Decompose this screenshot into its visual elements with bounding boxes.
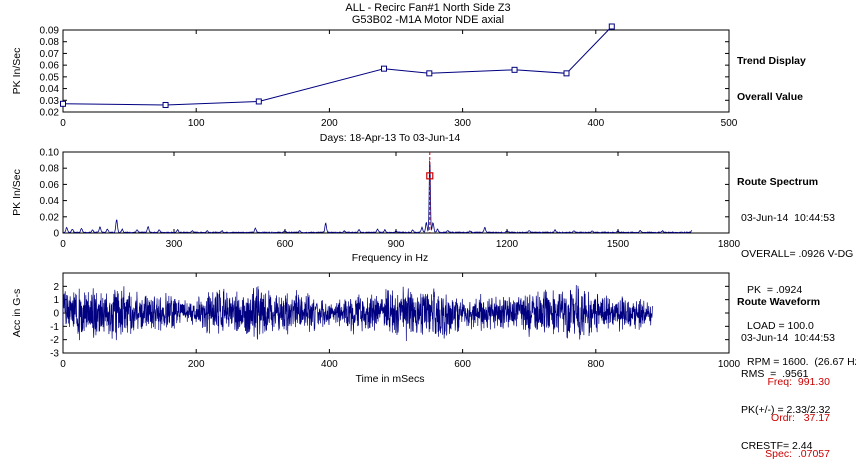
trend-xtick-label: 200	[321, 118, 338, 129]
spectrum-ytick-label: 0.08	[40, 164, 60, 175]
trend-ytick-label: 0.04	[40, 84, 60, 95]
cursor-ordr-value: 37.17	[803, 412, 830, 424]
trend-ytick-label: 0.05	[40, 72, 60, 83]
trend-point-marker	[608, 23, 615, 30]
waveform-ytick-label: 1	[53, 295, 59, 306]
spectrum-xtick-label: 1200	[496, 239, 519, 250]
cursor-spec-value: .07057	[797, 448, 830, 460]
trend-point-marker	[60, 100, 66, 107]
cursor-ordr: Ordr: 37.17	[765, 412, 830, 424]
trend-ytick-label: 0.09	[40, 26, 60, 37]
cursor-spec: Spec: .07057	[765, 448, 830, 460]
cursor-ordr-label: Ordr:	[771, 412, 795, 424]
trend-ytick-label: 0.06	[40, 61, 60, 72]
waveform-ylabel: Acc in G-s	[11, 289, 23, 337]
spectrum-plot	[62, 151, 730, 234]
trend-xtick-label: 0	[60, 118, 66, 129]
trend-point-marker	[511, 66, 518, 73]
trend-point-marker	[426, 70, 433, 77]
waveform-info-date: 03-Jun-14 10:44:53	[741, 332, 835, 344]
spectrum-xlabel: Frequency in Hz	[352, 252, 428, 264]
trend-frame	[62, 29, 730, 113]
waveform-info-title: Route Waveform	[737, 296, 821, 308]
trend-ytick-label: 0.07	[40, 49, 60, 60]
waveform-ytick-label: -3	[50, 349, 59, 360]
waveform-xtick-label: 800	[587, 359, 604, 370]
waveform-ytick-label: 2	[53, 282, 59, 293]
cursor-freq-value: 991.30	[797, 376, 830, 388]
waveform-ytick-label: -2	[50, 335, 59, 346]
cursor-readout: Freq: 991.30 Ordr: 37.17 Spec: .07057	[765, 352, 830, 472]
waveform-xlabel: Time in mSecs	[355, 373, 424, 385]
spectrum-xtick-label: 1800	[718, 239, 741, 250]
spectrum-xtick-label: 900	[388, 239, 405, 250]
chart-title-line-1: ALL - Recirc Fan#1 North Side Z3	[345, 2, 511, 14]
trend-point-marker	[381, 65, 388, 72]
trend-ylabel: PK In/Sec	[11, 48, 23, 95]
spectrum-ytick-label: 0.10	[40, 148, 60, 159]
spectrum-info-overall: OVERALL= .0926 V-DG	[741, 248, 854, 260]
trend-point-marker	[255, 98, 262, 105]
waveform-plot	[62, 272, 730, 354]
waveform-info-rms: RMS = .9561	[741, 368, 809, 380]
trend-xtick-label: 300	[454, 118, 471, 129]
spectrum-info-title: Route Spectrum	[737, 176, 819, 188]
trend-xtick-label: 100	[188, 118, 205, 129]
spectrum-ytick-label: 0.06	[40, 180, 60, 191]
spectrum-series-line	[62, 160, 693, 234]
trend-xtick-label: 500	[721, 118, 738, 129]
waveform-xtick-label: 400	[321, 359, 338, 370]
spectrum-info-date: 03-Jun-14 10:44:53	[741, 212, 835, 224]
trend-series-line	[62, 26, 613, 106]
spectrum-info-rpm: RPM = 1600. (26.67 Hz)	[747, 356, 856, 368]
spectrum-ytick-label: 0	[53, 229, 59, 240]
trend-xlabel: Days: 18-Apr-13 To 03-Jun-14	[320, 132, 461, 144]
spectrum-xtick-label: 0	[60, 239, 66, 250]
plots-canvas: 0 100 200 300 400 5000.020.030.040.050.060.07…	[11, 23, 741, 385]
trend-info: Trend Display Overall Value	[737, 31, 806, 115]
spectrum-info: Route Spectrum 03-Jun-14 10:44:53 OVERAL…	[737, 152, 856, 380]
trend-xtick-label: 400	[587, 118, 604, 129]
waveform-xtick-label: 0	[60, 359, 66, 370]
cursor-spec-label: Spec:	[765, 448, 793, 460]
spectrum-xtick-label: 1500	[607, 239, 630, 250]
waveform-series-line	[62, 284, 653, 341]
trend-point-marker	[162, 101, 169, 108]
spectrum-ylabel: PK In/Sec	[11, 169, 23, 216]
waveform-ytick-label: 0	[53, 309, 59, 320]
chart-title-line-2: G53B02 -M1A Motor NDE axial	[351, 14, 505, 26]
waveform-xtick-label: 600	[454, 359, 471, 370]
cursor-freq-label: Freq:	[767, 376, 793, 388]
spectrum-cursor-marker	[426, 172, 434, 180]
trend-plot	[60, 23, 730, 113]
spectrum-info-pk: PK = .0924	[747, 284, 803, 296]
spectrum-info-load: LOAD = 100.0	[747, 320, 814, 332]
spectrum-frame	[62, 151, 730, 234]
waveform-xtick-label: 1000	[718, 359, 741, 370]
trend-point-marker	[563, 70, 570, 77]
waveform-ytick-label: -1	[50, 322, 59, 333]
cursor-freq: Freq: 991.30	[765, 376, 830, 388]
spectrum-xtick-label: 600	[277, 239, 294, 250]
trend-ytick-label: 0.02	[40, 108, 60, 119]
spectrum-xtick-label: 300	[166, 239, 183, 250]
trend-ytick-label: 0.03	[40, 96, 60, 107]
spectrum-ytick-label: 0.02	[40, 212, 60, 223]
trend-info-line-1: Trend Display	[737, 55, 806, 67]
trend-ytick-label: 0.08	[40, 37, 60, 48]
waveform-xtick-label: 200	[188, 359, 205, 370]
trend-info-line-2: Overall Value	[737, 91, 803, 103]
spectrum-ytick-label: 0.04	[40, 196, 60, 207]
